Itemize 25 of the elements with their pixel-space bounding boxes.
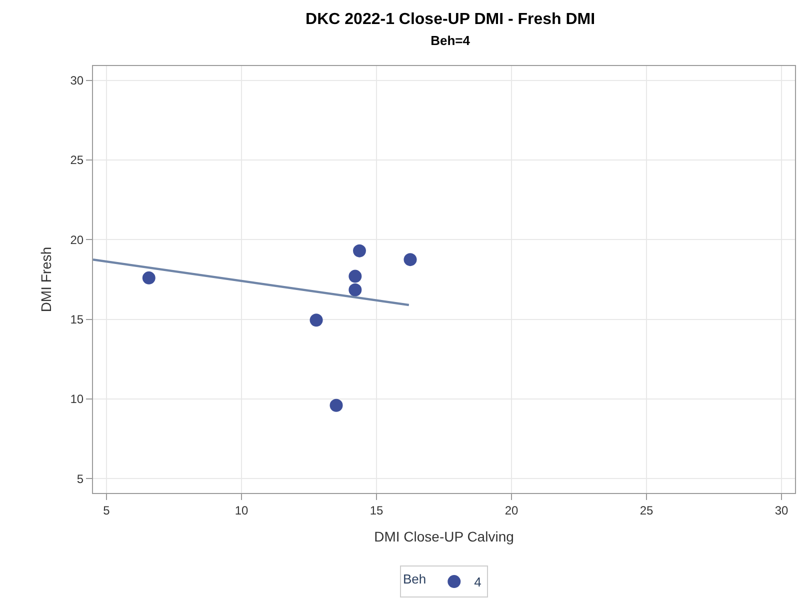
x-axis-title: DMI Close-UP Calving: [374, 528, 514, 545]
point: [310, 314, 323, 327]
point: [348, 283, 362, 296]
y-tick-label: 30: [70, 74, 84, 88]
y-axis-title: DMI Fresh: [38, 246, 54, 312]
legend-label: 4: [474, 574, 482, 590]
point: [330, 398, 343, 412]
x-tick-label: 5: [103, 503, 110, 518]
x-tick-label: 15: [370, 503, 384, 518]
x-tick-label: 10: [234, 503, 248, 518]
point: [352, 244, 366, 258]
y-tick-label: 25: [70, 153, 84, 168]
y-tick-label: 5: [76, 472, 84, 486]
x-tick-label: 25: [640, 503, 654, 518]
x-tick-label: 20: [504, 503, 518, 518]
chart-subtitle: Beh=4: [430, 32, 471, 48]
x-tick-label: 30: [774, 503, 788, 518]
point: [142, 271, 156, 284]
point: [348, 270, 362, 283]
point: [404, 253, 417, 266]
legend-title: Beh: [403, 571, 426, 586]
y-tick-label: 20: [70, 232, 84, 247]
y-tick-label: 10: [70, 392, 84, 406]
y-tick-label: 15: [70, 312, 84, 327]
chart-title: DKC 2022-1 Close-UP DMI - Fresh DMI: [306, 11, 596, 28]
